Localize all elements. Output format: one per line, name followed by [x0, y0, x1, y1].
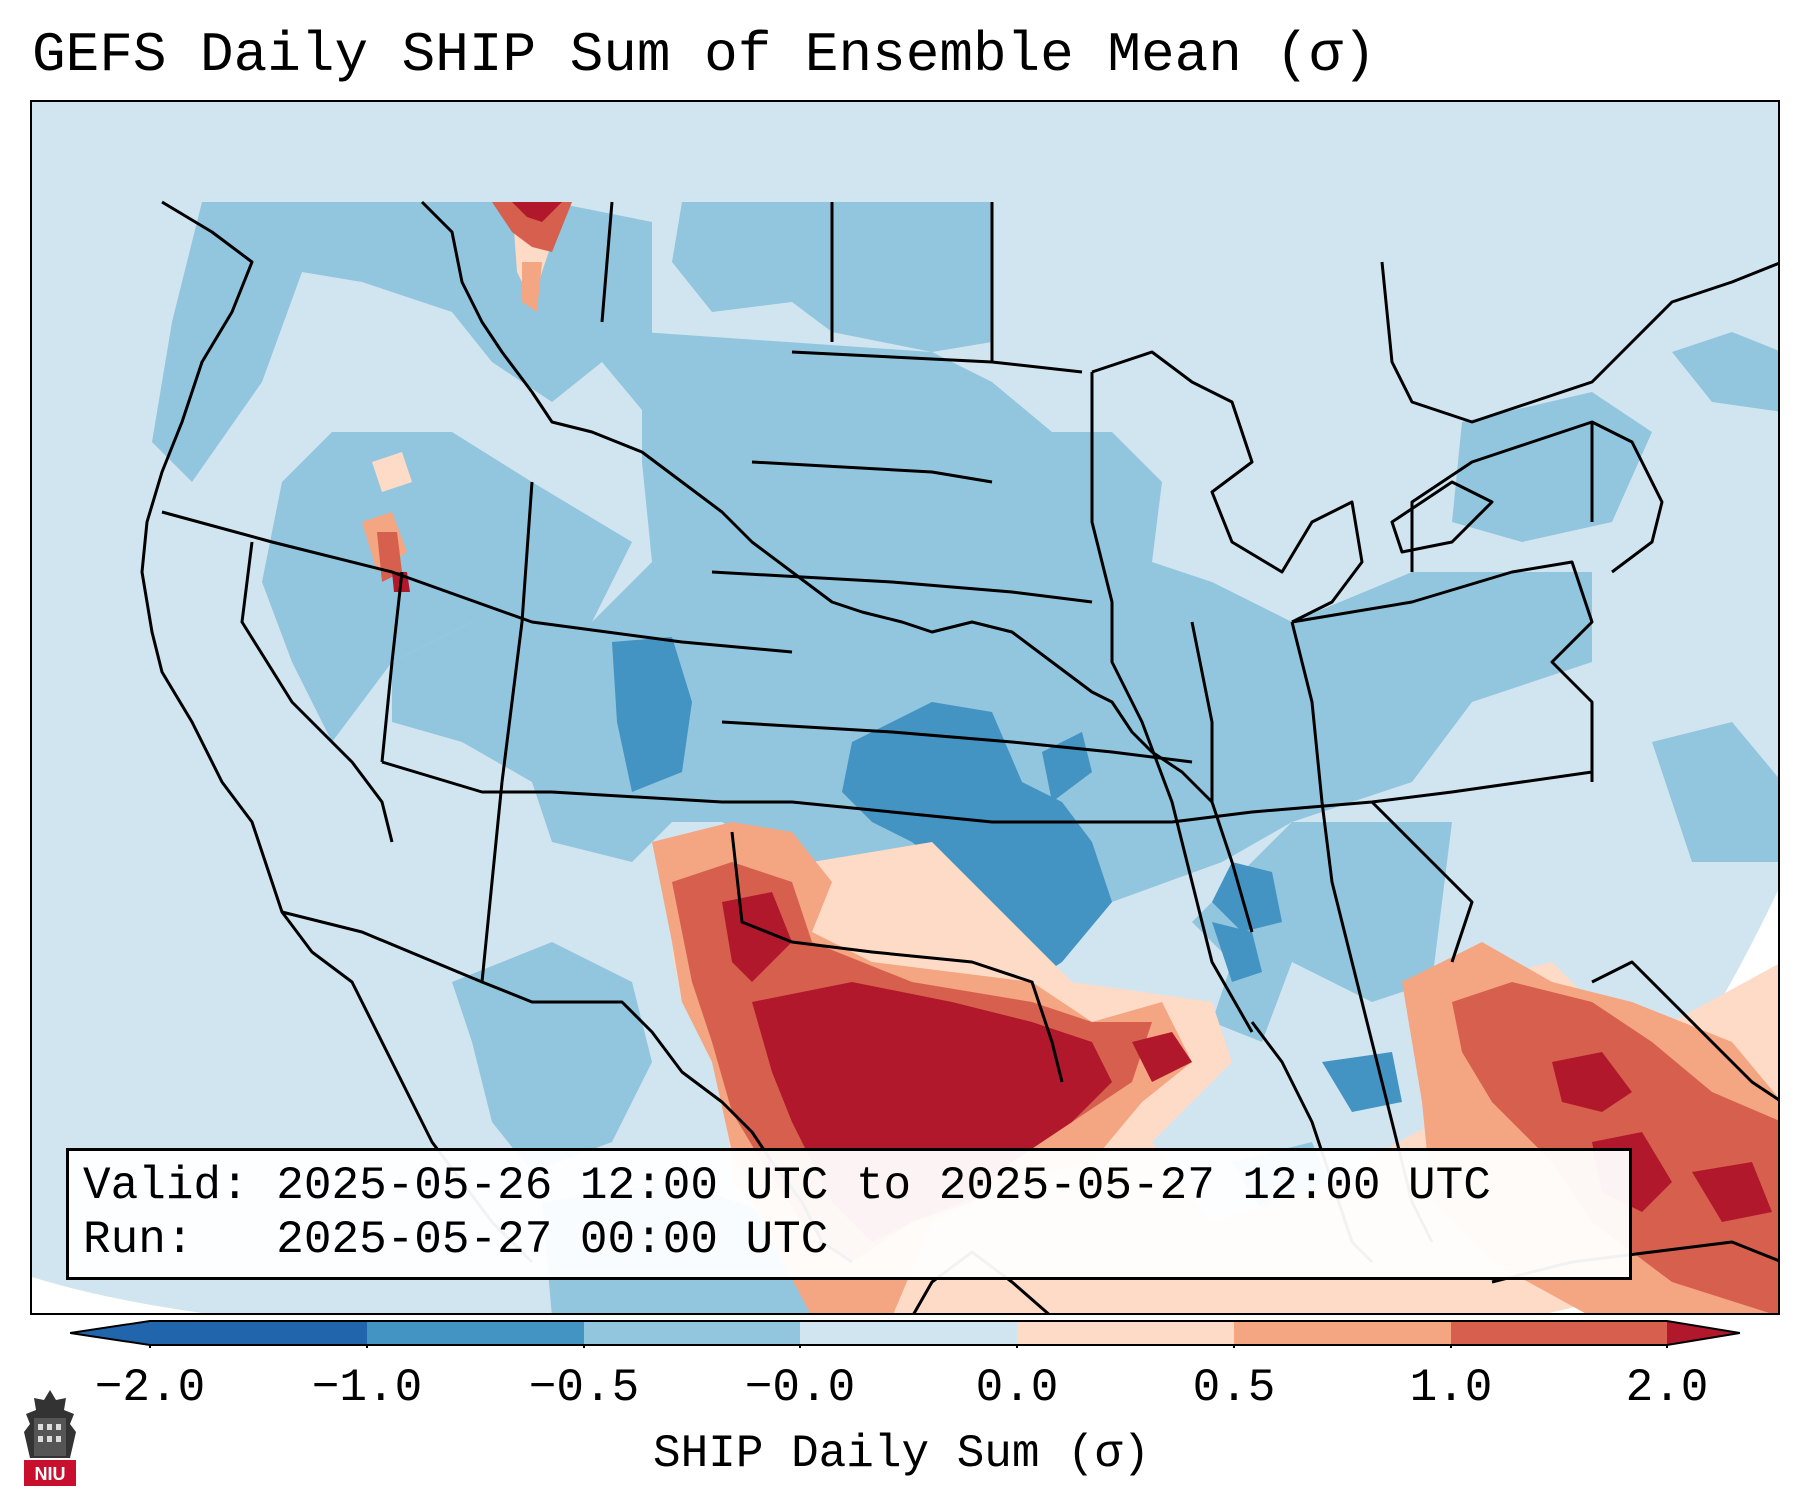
- colorbar-tick-label: 2.0: [1625, 1362, 1709, 1414]
- logo-text: NIU: [35, 1464, 66, 1484]
- state-boundaries: [140, 200, 1778, 1313]
- colorbar-bin-7: [1451, 1321, 1667, 1345]
- colorbar-label: SHIP Daily Sum (σ): [653, 1428, 1150, 1480]
- niu-logo-icon: NIU: [24, 1390, 76, 1486]
- colorbar-tick-label: −0.5: [528, 1362, 640, 1414]
- colorbar-bin-5: [1017, 1321, 1234, 1345]
- colorbar-tick-label: −1.0: [311, 1362, 423, 1414]
- valid-label: Valid:: [83, 1160, 249, 1212]
- colorbar-bin-3: [584, 1321, 800, 1345]
- colorbar-bin-4: [800, 1321, 1017, 1345]
- valid-run-info-box: Valid: 2025-05-26 12:00 UTC to 2025-05-2…: [66, 1148, 1632, 1280]
- colorbar-extend-high: [1667, 1321, 1740, 1345]
- colorbar: [70, 1320, 1740, 1348]
- valid-value: 2025-05-26 12:00 UTC to 2025-05-27 12:00…: [276, 1160, 1491, 1212]
- colorbar-bin-6: [1234, 1321, 1451, 1345]
- colorbar-tick-label: −0.0: [744, 1362, 856, 1414]
- colorbar-tick-label: 1.0: [1409, 1362, 1493, 1414]
- colorbar-bin-2: [367, 1321, 584, 1345]
- colorbar-tick-label: −2.0: [94, 1362, 206, 1414]
- map-svg: [32, 102, 1778, 1313]
- colorbar-tick-label: 0.0: [975, 1362, 1059, 1414]
- map-panel: [30, 100, 1780, 1315]
- colorbar-extend-low: [70, 1321, 150, 1345]
- colorbar-tick-label: 0.5: [1192, 1362, 1276, 1414]
- colorbar-bin-1: [150, 1321, 367, 1345]
- page-title: GEFS Daily SHIP Sum of Ensemble Mean (σ): [32, 23, 1377, 87]
- run-label: Run:: [83, 1214, 194, 1266]
- colorbar-ticks: [149, 1345, 1668, 1348]
- run-value: 2025-05-27 00:00 UTC: [276, 1214, 829, 1266]
